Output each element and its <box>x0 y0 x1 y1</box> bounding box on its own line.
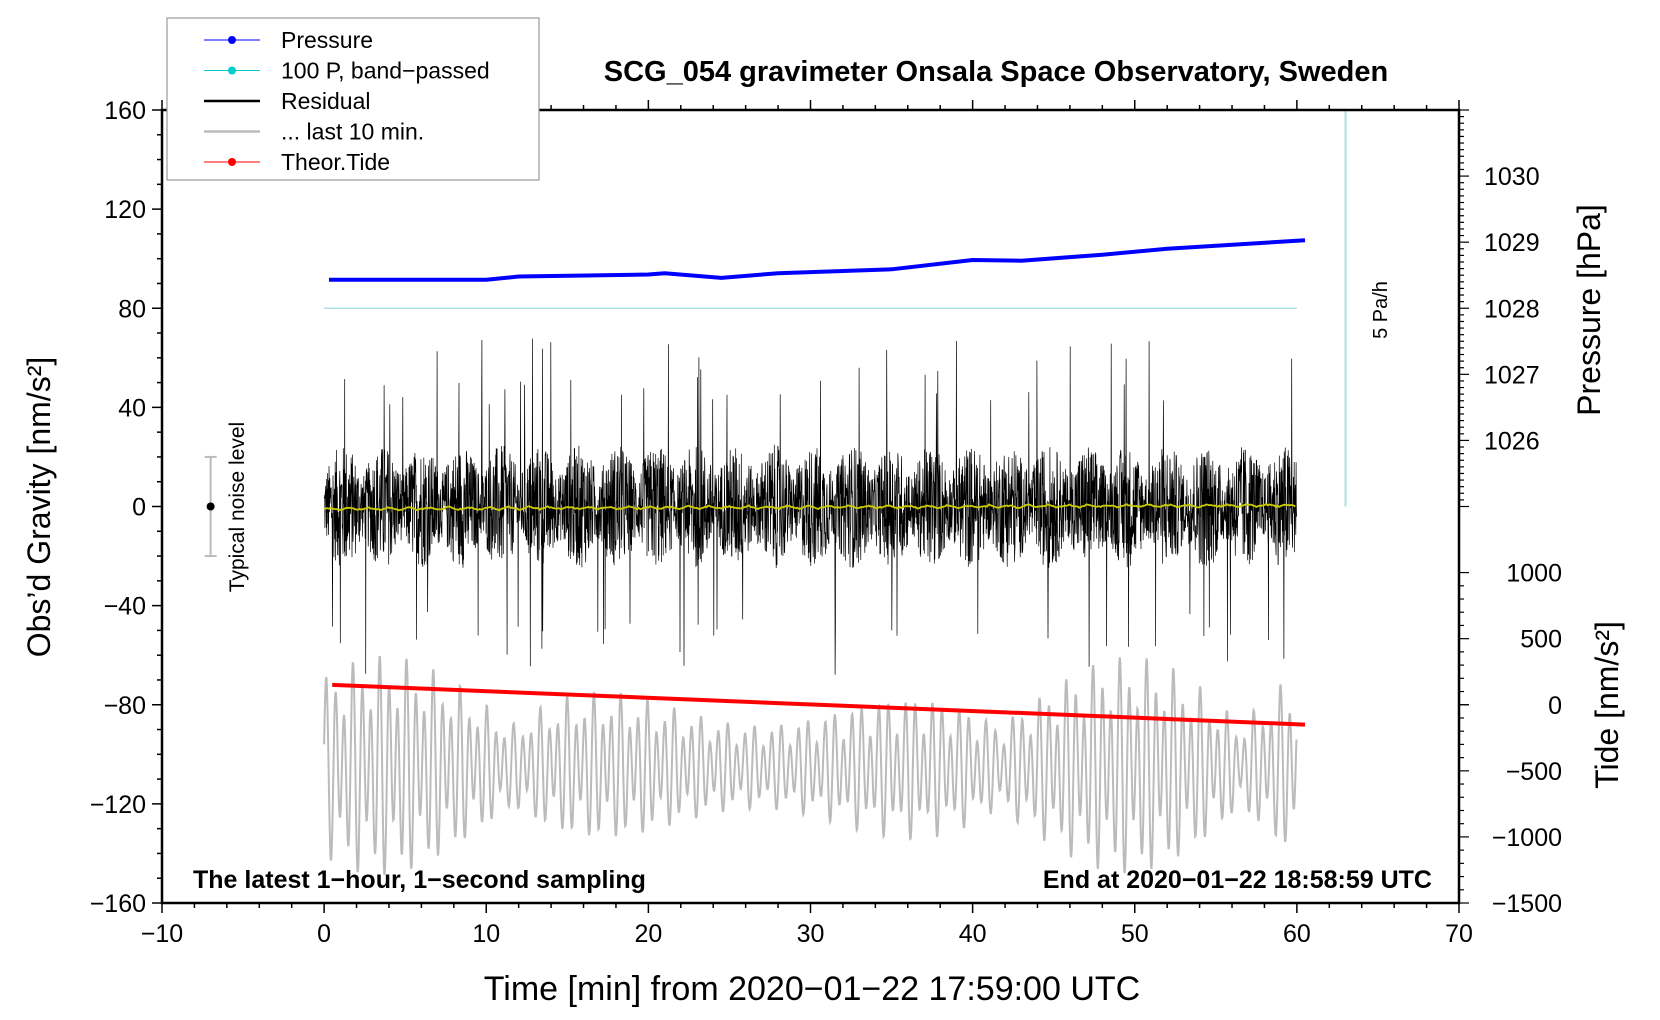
chart-title: SCG_054 gravimeter Onsala Space Observat… <box>604 56 1388 88</box>
tide-tick-label: −500 <box>1506 758 1562 786</box>
y-tick-label: 120 <box>104 196 146 224</box>
x-tick-label: 40 <box>959 920 987 948</box>
x-tick-label: 0 <box>317 920 331 948</box>
pressure-tick-label: 1028 <box>1484 295 1540 323</box>
pressure-axis-label: Pressure [hPa] <box>1571 204 1607 416</box>
x-tick-label: 50 <box>1121 920 1149 948</box>
y-tick-label: −160 <box>90 890 146 918</box>
residual-line <box>323 338 1297 675</box>
tide-tick-label: 0 <box>1548 692 1562 720</box>
tide-tick-label: 500 <box>1520 626 1562 654</box>
y-tick-label: −80 <box>104 692 146 720</box>
tide-tick-label: −1500 <box>1492 890 1562 918</box>
legend: Pressure 100 P, band−passed Residual ... la… <box>166 17 540 181</box>
tide-tick-label: −1000 <box>1492 824 1562 852</box>
pressure-line <box>329 238 1306 282</box>
y-axis-label: Obs’d Gravity [nm/s²] <box>21 357 57 658</box>
legend-marker <box>228 158 236 166</box>
ticks: −10 0 10 20 30 40 50 60 70 160 120 80 40 0 −40 −80 −120 −… <box>90 97 1562 948</box>
y-tick-label: −120 <box>90 791 146 819</box>
residual-smoothed-line <box>323 502 1296 512</box>
x-tick-label: 30 <box>797 920 825 948</box>
pressure-tick-label: 1029 <box>1484 229 1540 257</box>
legend-label: 100 P, band−passed <box>281 58 490 84</box>
pressure-tick-label: 1027 <box>1484 361 1540 389</box>
legend-marker <box>228 36 236 44</box>
legend-label: Pressure <box>281 27 373 53</box>
scale-bar-label: 5 Pa/h <box>1370 281 1392 339</box>
x-axis-label: Time [min] from 2020−01−22 17:59:00 UTC <box>484 970 1140 1008</box>
x-tick-label: 60 <box>1283 920 1311 948</box>
legend-label: ... last 10 min. <box>281 119 424 145</box>
last-10-min-line <box>323 655 1298 875</box>
pressure-tick-label: 1026 <box>1484 427 1540 455</box>
noise-level-label: Typical noise level <box>226 422 249 592</box>
x-tick-label: 20 <box>634 920 662 948</box>
annotation-bottom-left: The latest 1−hour, 1−second sampling <box>193 866 646 894</box>
legend-box <box>166 17 540 181</box>
annotation-bottom-right: End at 2020−01−22 18:58:59 UTC <box>1043 866 1432 894</box>
x-tick-label: 10 <box>472 920 500 948</box>
y-tick-label: 0 <box>132 494 146 522</box>
y-tick-label: 160 <box>104 97 146 125</box>
y-tick-label: −40 <box>104 593 146 621</box>
x-tick-label: 70 <box>1445 920 1473 948</box>
y-tick-label: 40 <box>118 394 146 422</box>
tide-tick-label: 1000 <box>1506 560 1562 588</box>
plot-area <box>323 110 1347 875</box>
pressure-tick-label: 1030 <box>1484 163 1540 191</box>
legend-label: Residual <box>281 88 371 114</box>
x-tick-label: −10 <box>141 920 183 948</box>
theoretical-tide-line <box>332 682 1306 727</box>
legend-label: Theor.Tide <box>281 149 390 175</box>
legend-marker <box>228 66 236 75</box>
tide-axis-label: Tide [nm/s²] <box>1589 621 1625 789</box>
y-tick-label: 80 <box>118 295 146 323</box>
noise-bar-center <box>206 502 215 511</box>
